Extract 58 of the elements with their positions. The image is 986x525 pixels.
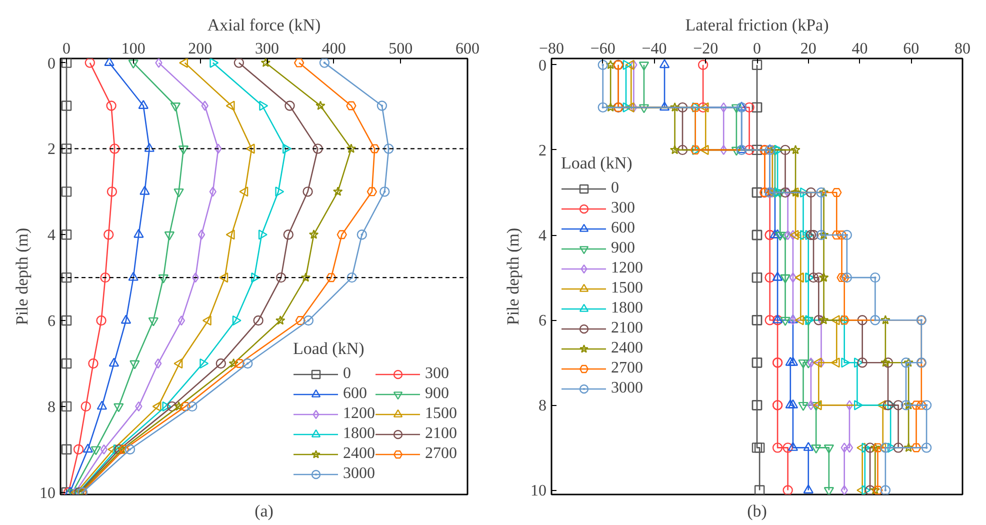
x-tick-label: −40 xyxy=(642,40,667,58)
x-tick-label: −80 xyxy=(538,40,564,58)
legend-label: 1500 xyxy=(611,280,643,298)
x-tick-label: 0 xyxy=(753,40,761,58)
legend-label: 300 xyxy=(611,200,635,218)
x-tick-label: 300 xyxy=(255,40,280,58)
x-tick-label: 500 xyxy=(388,40,413,58)
legend-label: 1200 xyxy=(611,260,643,278)
x-tick-label: 80 xyxy=(954,40,970,58)
y-tick-label: 6 xyxy=(538,312,546,330)
x-tick-label: 600 xyxy=(456,40,480,58)
y-tick-label: 4 xyxy=(538,228,546,245)
y-tick-label: 2 xyxy=(48,141,56,158)
legend-label: 2400 xyxy=(343,445,375,463)
text: (b) xyxy=(747,502,767,520)
legend-label: 300 xyxy=(425,365,449,383)
text: (a) xyxy=(254,502,274,520)
legend-label: 0 xyxy=(343,365,352,383)
y-tick-label: 10 xyxy=(40,484,56,502)
x-axis-title: Lateral friction (kPa) xyxy=(685,16,829,34)
x-tick-label: 0 xyxy=(62,40,71,58)
y-tick-label: 6 xyxy=(48,313,56,330)
legend-label: 3000 xyxy=(611,380,643,398)
legend-label: 1800 xyxy=(343,425,375,443)
legend-label: 0 xyxy=(611,180,620,198)
legend-label: 1800 xyxy=(611,300,643,318)
x-tick-label: 200 xyxy=(188,40,212,58)
x-tick-label: 60 xyxy=(903,40,920,58)
x-tick-label: −60 xyxy=(590,40,616,58)
legend-label: 900 xyxy=(425,385,449,403)
legend-label: 900 xyxy=(611,240,635,258)
legend-label: 2400 xyxy=(611,340,643,358)
legend-label: 2100 xyxy=(425,425,457,443)
x-tick-label: −20 xyxy=(693,40,718,58)
x-axis-title: Axial force (kN) xyxy=(207,16,321,34)
y-axis-title: Pile depth (m) xyxy=(504,228,522,326)
y-tick-label: 8 xyxy=(538,398,546,415)
legend-label: 2700 xyxy=(425,445,457,463)
legend-label: 1500 xyxy=(425,405,457,423)
legend-label: 2100 xyxy=(611,320,643,338)
x-tick-label: 100 xyxy=(121,40,146,58)
legend-label: 2700 xyxy=(611,360,643,378)
y-axis-title: Pile depth (m) xyxy=(12,228,32,326)
legend-label: 3000 xyxy=(343,465,375,483)
x-tick-label: 20 xyxy=(800,40,816,58)
legend-label: 600 xyxy=(343,385,367,403)
y-tick-label: 10 xyxy=(530,482,546,500)
y-tick-label: 0 xyxy=(538,57,546,74)
x-tick-label: 400 xyxy=(322,40,346,58)
legend-title: Load (kN) xyxy=(561,154,634,174)
legend-title: Load (kN) xyxy=(293,339,366,359)
legend-label: 600 xyxy=(611,220,635,238)
y-tick-label: 2 xyxy=(538,142,546,160)
legend-label: 1200 xyxy=(343,405,375,423)
y-tick-label: 4 xyxy=(48,227,56,244)
y-tick-label: 8 xyxy=(48,398,56,416)
x-tick-label: 40 xyxy=(852,40,868,58)
y-tick-label: 0 xyxy=(48,55,56,72)
